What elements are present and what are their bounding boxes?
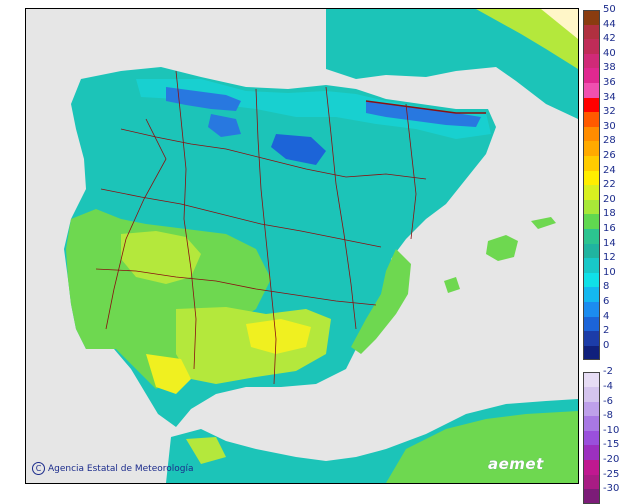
legend-swatch [583, 302, 600, 317]
legend-label: 36 [603, 77, 616, 88]
legend-label: -15 [603, 439, 620, 451]
legend-label: 2 [603, 325, 610, 337]
legend-label: 18 [603, 208, 616, 220]
land-guadalquivir-hot [246, 319, 311, 354]
legend-label: -10 [603, 424, 620, 436]
legend-label: 26 [603, 150, 616, 161]
legend-swatch [583, 258, 600, 273]
legend-label: 20 [603, 193, 616, 205]
legend-swatch [583, 141, 600, 156]
legend-label: 30 [603, 120, 616, 132]
legend-label: 16 [603, 223, 616, 234]
legend-swatch [583, 24, 600, 40]
legend-swatch [583, 214, 600, 229]
island-menorca [531, 217, 556, 229]
legend-swatch [583, 331, 600, 346]
mountain-cantabrian [166, 87, 241, 111]
land-east-coast [351, 249, 411, 354]
legend-label: 24 [603, 164, 616, 176]
legend-swatch [583, 112, 600, 127]
legend-swatch [583, 10, 600, 25]
legend-label: 10 [603, 266, 616, 278]
legend-swatch [583, 97, 600, 113]
agency-credit: C Agencia Estatal de Meteorología [32, 462, 194, 475]
land-africa-spot [186, 437, 226, 464]
legend-label: -25 [603, 468, 620, 480]
legend-swatch [583, 474, 600, 490]
island-mallorca [486, 235, 518, 261]
island-ibiza [444, 277, 460, 293]
land-north-cool [136, 79, 491, 139]
region-borders [95, 70, 486, 385]
legend-label: 22 [603, 179, 616, 191]
legend-swatch [583, 53, 600, 69]
land-west-warm [66, 209, 271, 389]
legend-label: -8 [603, 410, 613, 422]
legend-swatch [583, 243, 600, 259]
legend-swatch [583, 489, 600, 504]
legend-swatch [583, 185, 600, 200]
mountain-iberian [271, 134, 326, 165]
legend-swatch [583, 345, 600, 361]
legend-swatch [583, 416, 600, 431]
legend-label: 0 [603, 339, 610, 351]
land-france-warm [476, 9, 578, 69]
legend-label: -4 [603, 381, 613, 392]
legend-swatch [583, 170, 600, 186]
legend-label: 34 [603, 91, 616, 103]
mountain-central [208, 114, 241, 137]
legend-label: -20 [603, 454, 620, 465]
legend-swatch [583, 68, 600, 83]
legend-swatch [583, 83, 600, 98]
legend-swatch [583, 126, 600, 142]
legend-label: -6 [603, 395, 613, 407]
legend-swatch [583, 460, 600, 475]
legend-swatch [583, 229, 600, 244]
legend-label: 40 [603, 47, 616, 59]
legend-swatch [583, 401, 600, 417]
legend-label: 6 [603, 296, 610, 307]
legend-label: 4 [603, 310, 610, 322]
copyright-icon: C [32, 462, 45, 475]
land-france [326, 9, 578, 119]
map-canvas [26, 9, 578, 483]
mountain-pyrenees [366, 101, 481, 127]
legend-swatch [583, 316, 600, 332]
legend-swatch [583, 199, 600, 215]
legend-label: 14 [603, 237, 616, 249]
legend-swatch [583, 387, 600, 402]
temperature-legend: 50 44 42 40 38 36 34 32 30 28 26 24 22 20 18 16 14 12 10 8 6… [583, 5, 627, 504]
legend-label: -2 [603, 366, 613, 378]
legend-swatch [583, 272, 600, 288]
legend-label: -30 [603, 483, 620, 495]
legend-label: 38 [603, 62, 616, 74]
land-france-corner [541, 9, 578, 39]
temperature-map[interactable] [25, 8, 579, 484]
legend-label: 50 [603, 4, 616, 15]
legend-label: 12 [603, 252, 616, 264]
legend-label: 28 [603, 135, 616, 147]
land-southwest-hot [146, 354, 191, 394]
legend-label: 44 [603, 18, 616, 30]
agency-credit-text: Agencia Estatal de Meteorología [48, 464, 194, 474]
land-north-africa-warm [386, 411, 578, 483]
legend-swatch [583, 445, 600, 460]
aemet-logo: aemet [488, 455, 544, 473]
legend-swatch [583, 156, 600, 171]
legend-label: 42 [603, 33, 616, 45]
legend-swatch [583, 372, 600, 387]
legend-swatch [583, 430, 600, 446]
legend-swatch [583, 39, 600, 54]
legend-swatch [583, 287, 600, 302]
land-extremadura-hot [121, 231, 201, 284]
legend-label: 8 [603, 281, 610, 293]
legend-label: 32 [603, 106, 616, 118]
